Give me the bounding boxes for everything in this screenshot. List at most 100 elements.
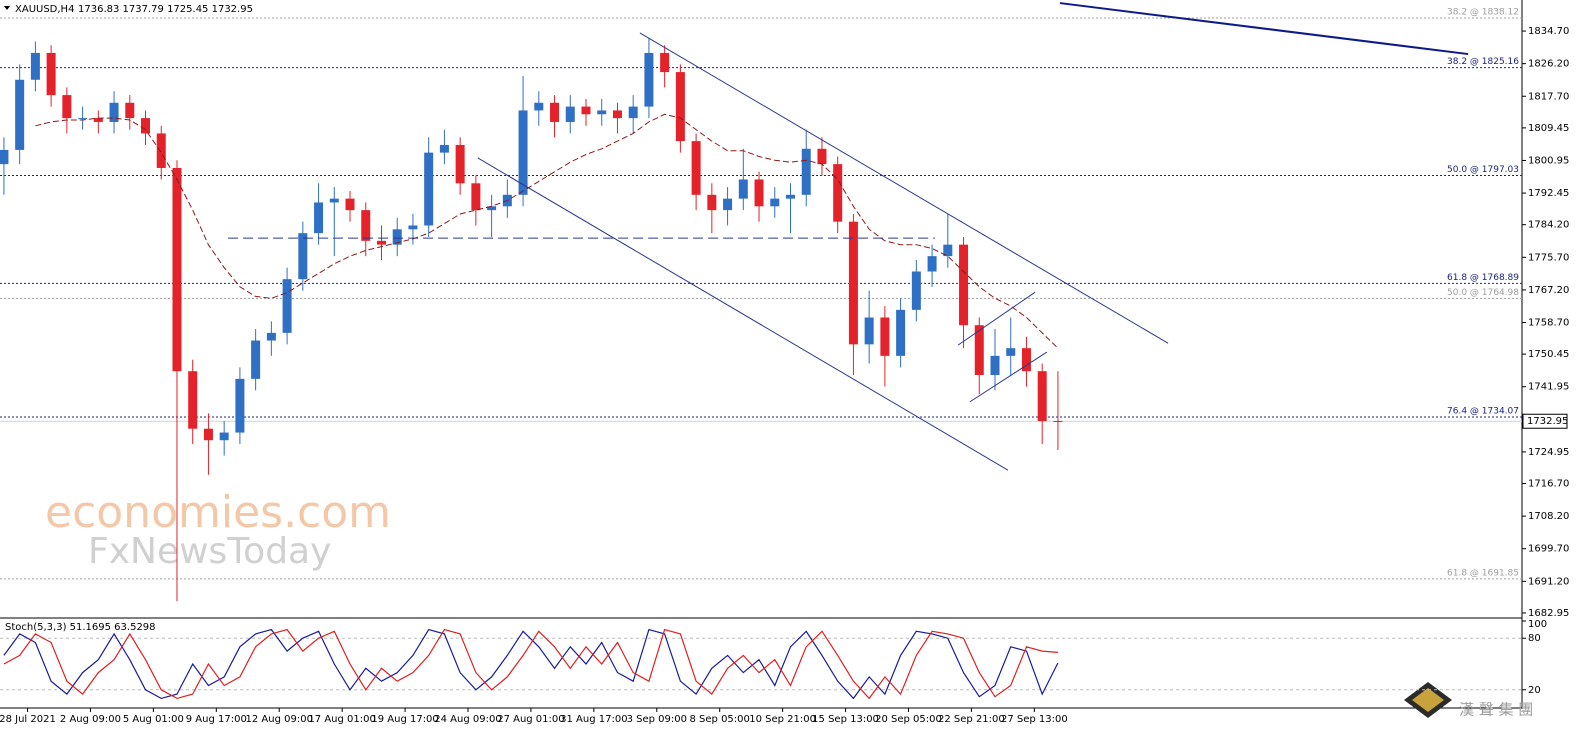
candle-body <box>644 52 654 107</box>
x-tick-label: 31 Aug 17:00 <box>560 714 627 725</box>
candle-body <box>1037 371 1047 422</box>
y-tick-label: 1758.70 <box>1528 317 1569 328</box>
candle-body <box>785 194 795 199</box>
candle-body <box>203 428 213 441</box>
candle-body <box>487 206 497 211</box>
candle-body <box>612 110 622 119</box>
candle-body <box>298 233 308 280</box>
x-tick-label: 28 Jul 2021 <box>0 714 56 725</box>
candle-body <box>628 106 638 119</box>
trendline <box>477 157 1009 471</box>
stoch-line <box>3 628 1059 700</box>
candle-body <box>880 317 890 356</box>
stoch-tick-label: 80 <box>1528 633 1541 644</box>
candle-body <box>723 198 733 211</box>
trendline <box>639 32 1169 344</box>
y-tick-label: 1809.45 <box>1528 123 1569 134</box>
candle-body <box>62 95 72 119</box>
candle-body <box>329 198 339 203</box>
y-tick-label: 1750.45 <box>1528 349 1569 360</box>
x-tick-label: 20 Sep 05:00 <box>875 714 942 725</box>
candle-body <box>188 371 198 429</box>
candle-body <box>78 118 88 120</box>
level-label: 38.2 @ 1838.12 <box>1447 7 1519 17</box>
x-tick-label: 2 Aug 09:00 <box>60 714 121 725</box>
y-tick-label: 1784.20 <box>1528 220 1569 231</box>
candle-body <box>754 179 764 207</box>
x-tick-label: 17 Aug 01:00 <box>308 714 375 725</box>
candle-body <box>361 210 371 241</box>
candle-body <box>833 164 843 222</box>
candle-body <box>660 52 670 73</box>
candle-body <box>707 194 717 211</box>
candle-body <box>927 256 937 272</box>
x-tick-label: 22 Sep 21:00 <box>938 714 1005 725</box>
candle-body <box>1006 348 1016 356</box>
moving-average <box>35 113 1059 349</box>
y-tick-label: 1826.20 <box>1528 59 1569 70</box>
x-tick-label: 19 Aug 17:00 <box>371 714 438 725</box>
y-tick-label: 1792.45 <box>1528 188 1569 199</box>
x-tick-label: 9 Aug 17:00 <box>186 714 247 725</box>
indicator-label: Stoch(5,3,3) 51.1695 63.5298 <box>5 622 156 633</box>
trendline <box>1059 2 1469 56</box>
stoch-tick-label: 100 <box>1528 619 1547 630</box>
trendline <box>969 351 1048 403</box>
candle-body <box>518 110 528 195</box>
candle-body <box>424 152 434 226</box>
symbol: XAUUSD,H4 <box>15 4 74 15</box>
y-tick-label: 1724.95 <box>1528 447 1569 458</box>
y-tick-label: 1741.95 <box>1528 382 1569 393</box>
candle-body <box>0 149 9 165</box>
level-label: 76.4 @ 1734.07 <box>1447 406 1519 416</box>
x-tick-label: 27 Sep 13:00 <box>1001 714 1068 725</box>
candle-body <box>141 118 151 134</box>
candle-body <box>455 144 465 184</box>
ohlc-label: 1736.83 1737.79 1725.45 1732.95 <box>78 4 253 15</box>
candle-body <box>235 378 245 433</box>
candle-body <box>848 221 858 345</box>
level-label: 61.8 @ 1768.89 <box>1447 273 1519 283</box>
candle-body <box>974 325 984 376</box>
candle-body <box>219 432 229 441</box>
candle-body <box>801 148 811 195</box>
last-price-box <box>1522 413 1568 429</box>
x-tick-label: 8 Sep 05:00 <box>690 714 750 725</box>
candle-body <box>896 309 906 356</box>
candle-body <box>675 72 685 142</box>
x-tick-label: 3 Sep 09:00 <box>627 714 687 725</box>
y-tick-label: 1682.95 <box>1528 608 1569 619</box>
logo-text: 漢 聲 集 團 <box>1459 701 1533 719</box>
candle-body <box>30 52 40 80</box>
candle-body <box>376 240 386 245</box>
candle-body <box>46 52 56 96</box>
candle-body <box>392 229 402 245</box>
candle-body <box>770 198 780 207</box>
candle-body <box>15 79 25 150</box>
candle-body <box>266 332 276 341</box>
candle-body <box>565 106 575 122</box>
x-tick-label: 27 Aug 01:00 <box>497 714 564 725</box>
candle-body <box>109 102 119 122</box>
candle-body <box>550 102 560 122</box>
candle-body <box>282 279 292 333</box>
menu-icon <box>4 6 10 10</box>
candle-body <box>864 317 874 345</box>
candle-body <box>990 355 1000 376</box>
y-tick-label: 1775.70 <box>1528 252 1569 263</box>
y-tick-label: 1699.70 <box>1528 544 1569 555</box>
candle-body <box>93 118 103 122</box>
y-tick-label: 1800.95 <box>1528 155 1569 166</box>
candle-body <box>156 133 166 168</box>
candle-body <box>738 179 748 199</box>
candle-body <box>314 202 324 234</box>
candle-body <box>534 102 544 111</box>
level-label: 50.0 @ 1764.98 <box>1447 288 1519 298</box>
logo-icon <box>1404 682 1452 718</box>
x-tick-label: 15 Sep 13:00 <box>812 714 879 725</box>
candle-body <box>251 340 261 379</box>
y-tick-label: 1834.70 <box>1528 26 1569 37</box>
candle-body <box>597 110 607 115</box>
last-price-label: 1732.95 <box>1527 416 1568 427</box>
